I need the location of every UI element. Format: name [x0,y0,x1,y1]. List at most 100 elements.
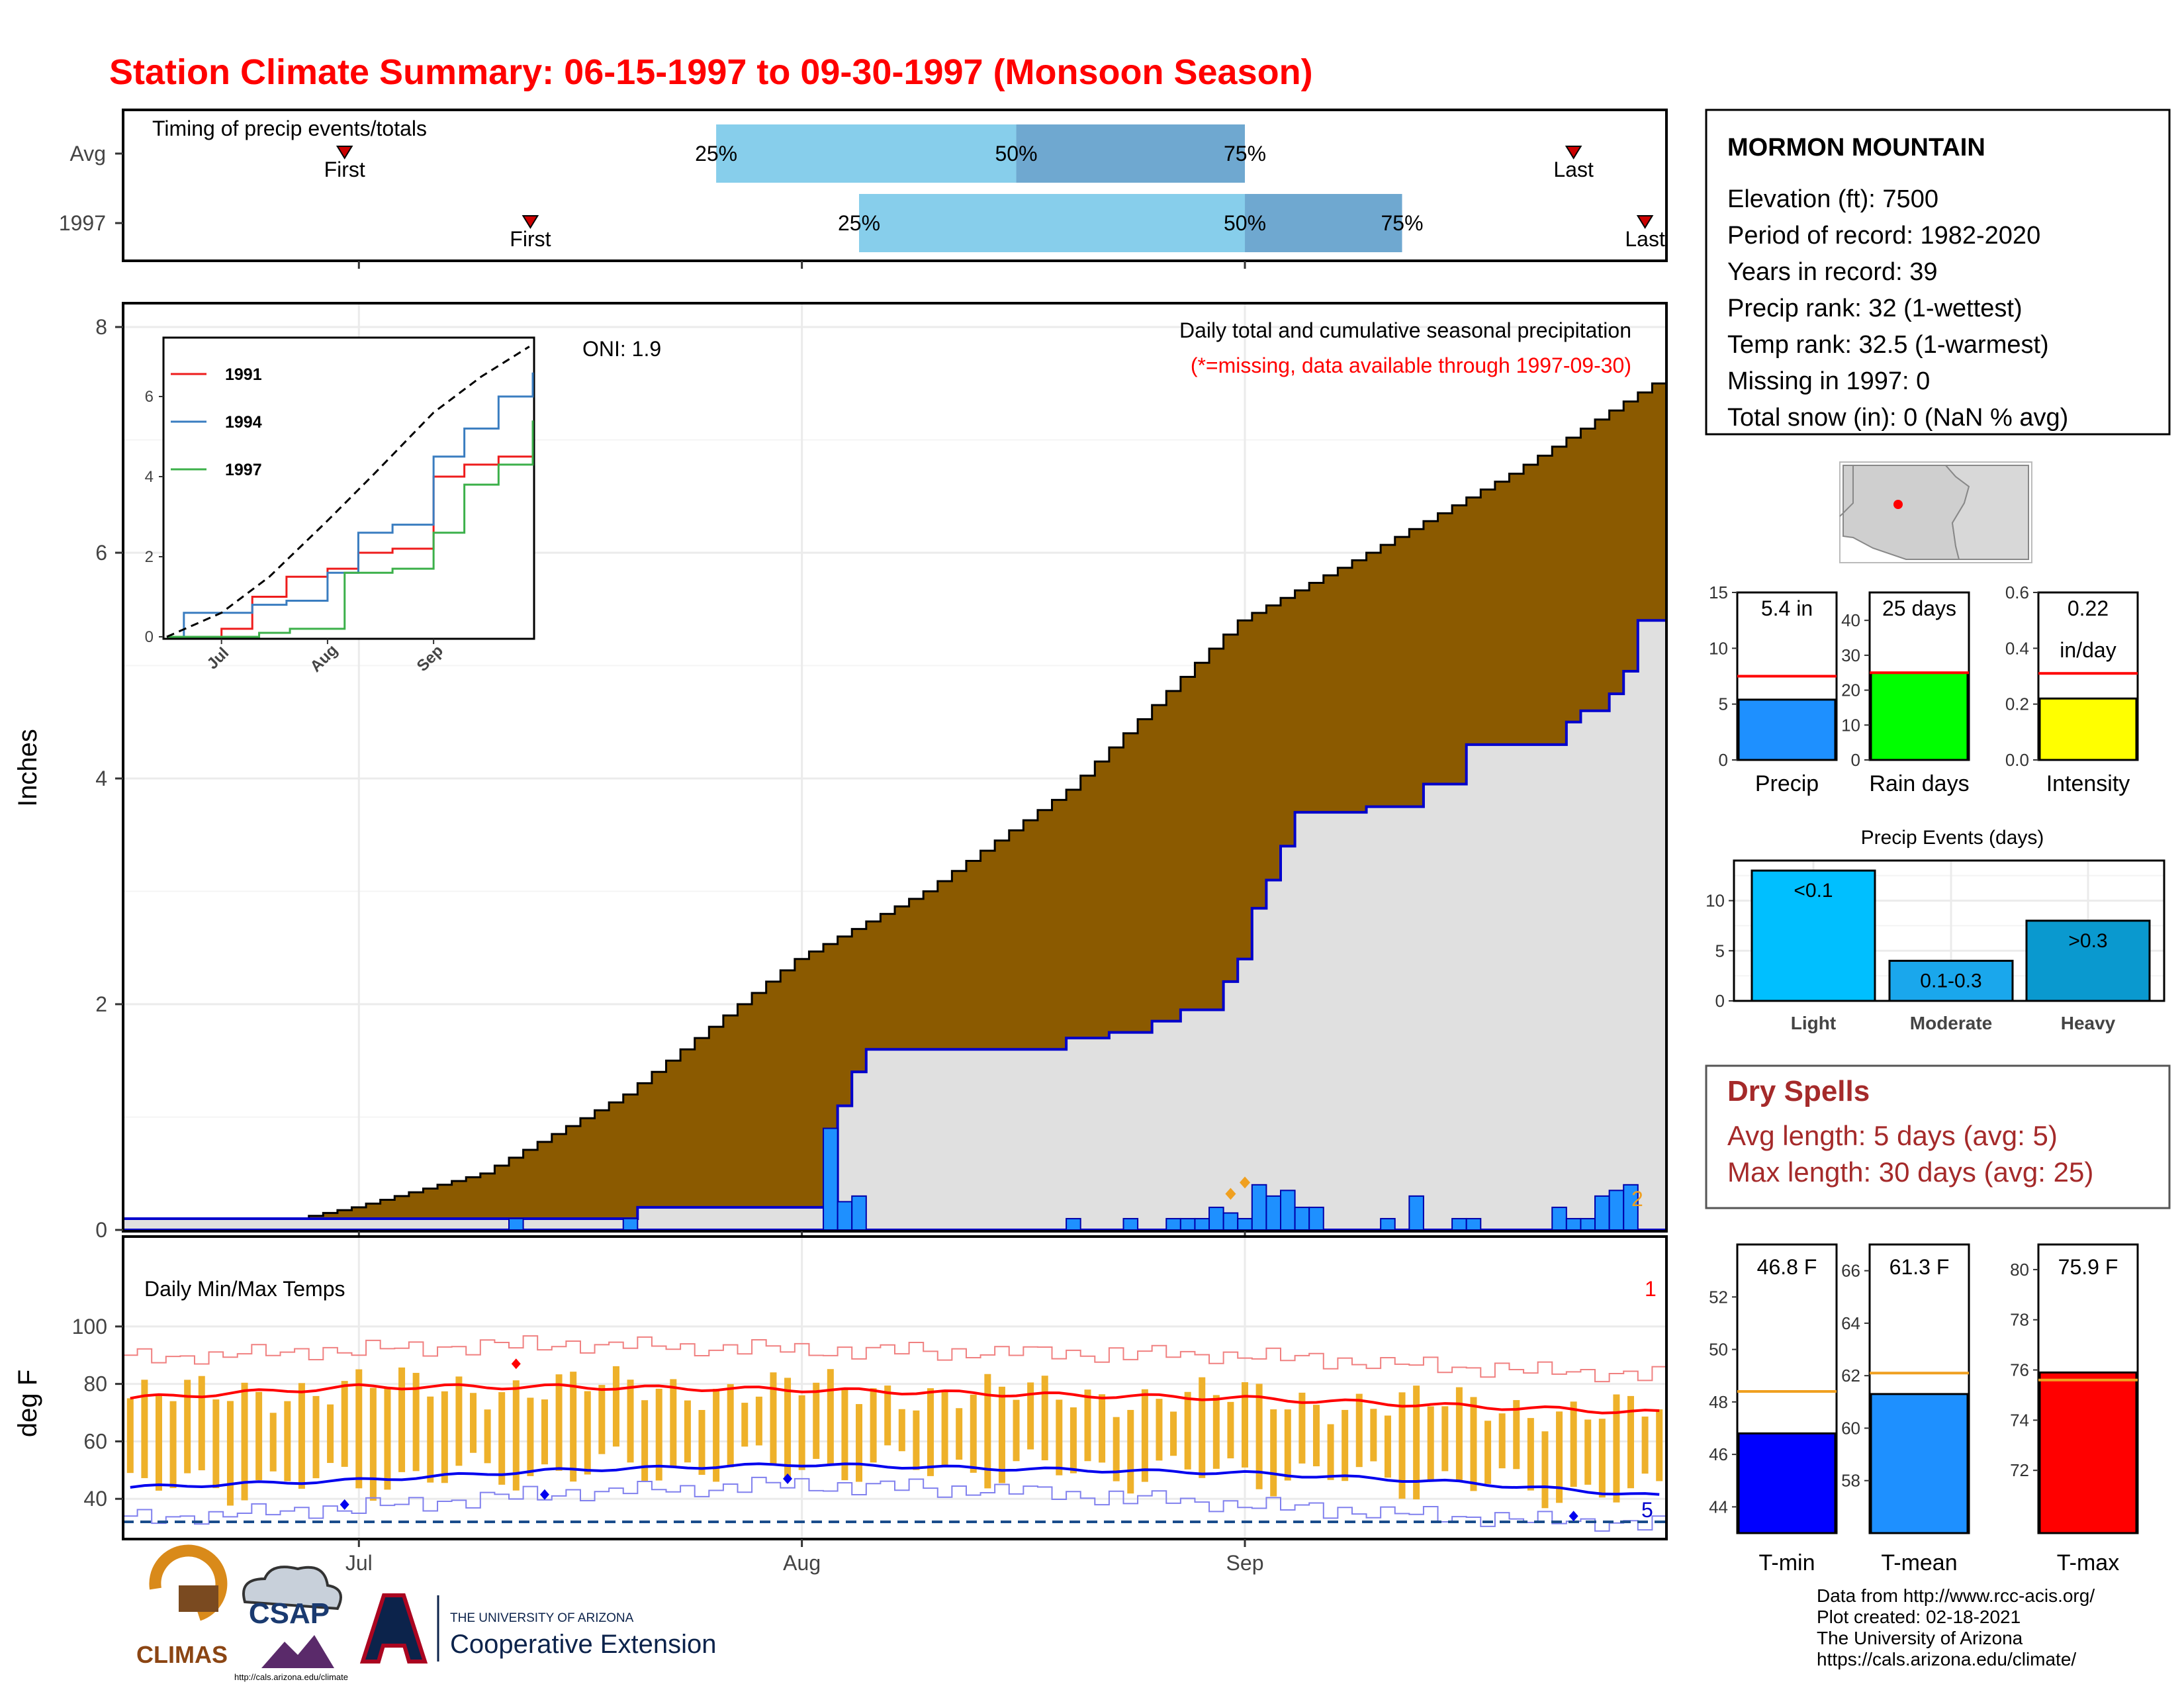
daily-precip-bar [1594,1195,1610,1231]
precip-panel: 0 2 4 6 8 Inches ONI: 1.9 Daily total and cu… [13,302,1668,1242]
daily-temp-range-bar [355,1369,363,1489]
daily-temp-range-bar [1470,1397,1477,1491]
university-a-icon [359,1593,428,1664]
daily-temp-range-bar [226,1401,234,1506]
temp-summary-value-text: 46.8 F [1757,1255,1817,1279]
timing-pct-label: 25% [695,142,737,165]
events-bar-tag: >0.3 [2068,930,2107,952]
climas-logo-text: CLIMAS [136,1641,228,1668]
daily-temp-range-bar [398,1367,406,1472]
footer-line-3: The University of Arizona [1817,1628,2023,1648]
daily-temp-range-bar [341,1381,348,1467]
daily-temp-range-bar [784,1378,792,1477]
temp-record-marker [511,1358,521,1370]
temp-max-label: 1 [1645,1277,1657,1301]
precip-y-tick-label: 8 [95,315,107,339]
precip-y-tick-label: 2 [95,992,107,1016]
precip-diamond-marker [1240,1176,1251,1189]
daily-precip-bar [1580,1217,1596,1231]
daily-temp-range-bar [427,1396,434,1483]
temp-x-tick-label: Sep [1226,1551,1264,1575]
summary-y-tick-label: 10 [1841,715,1860,735]
daily-temp-range-bar [998,1386,1005,1483]
temp-panel-background [123,1237,1666,1539]
timing-bar-50-75 [1245,194,1402,252]
daily-temp-range-bar [1584,1419,1592,1485]
daily-precip-bar [1308,1206,1324,1231]
temp-summary-value-text: 75.9 F [2058,1255,2118,1279]
daily-precip-bars [508,1127,1639,1231]
temp-summary-bars: 46.8 F T-min 44 46 48 50 52 61.3 F T-mean 58 60 62 6… [1709,1243,2139,1575]
timing-pct-label: 75% [1381,211,1424,235]
temp-summary-y-tick-label: 66 [1841,1261,1860,1281]
daily-temp-range-bar [255,1391,263,1481]
temp-y-tick-label: 40 [83,1487,107,1511]
daily-temp-range-bar [1527,1418,1534,1491]
daily-precip-bar [1179,1217,1196,1231]
precip-y-tick-label: 0 [95,1218,107,1242]
timing-pct-label: 25% [838,211,880,235]
temp-summary-y-tick-label: 64 [1841,1313,1860,1333]
daily-temp-range-bar [870,1388,877,1463]
summary-y-tick-label: 0.0 [2005,750,2029,770]
temp-summary-y-tick-label: 76 [2010,1360,2029,1380]
precip-markers [1225,1176,1251,1200]
csap-logo: CSAP http://cals.arizona.edu/climate [234,1566,348,1682]
temp-summary-y-tick-label: 60 [1841,1418,1860,1438]
precip-events-chart: Precip Events (days) 0 5 10 <0.1 Light 0.1-0.3… [1706,827,2165,1033]
dry-spells-max: Max length: 30 days (avg: 25) [1727,1156,2093,1188]
inset-frame [162,336,535,640]
nevada-border [1839,465,1854,517]
daily-precip-bar [622,1217,639,1231]
temp-summary-y-tick-label: 46 [1709,1444,1728,1464]
csap-cloud-icon [242,1566,342,1611]
temp-summary-y-tick-label: 62 [1841,1366,1860,1385]
daily-temp-range-bar [1384,1415,1391,1478]
daily-temp-range-bar [269,1413,277,1472]
temp-summary-value-text: 61.3 F [1889,1255,1950,1279]
station-detail-line: Elevation (ft): 7500 [1727,185,1938,213]
summary-bar-label: Intensity [2046,771,2130,796]
daily-temp-range-bar [1027,1382,1034,1450]
temp-summary-y-tick-label: 58 [1841,1471,1860,1491]
daily-temp-range-bar [212,1399,220,1489]
daily-temp-range-bar [684,1400,691,1463]
daily-temp-range-bar [1370,1409,1377,1462]
dry-spells-avg: Avg length: 5 days (avg: 5) [1727,1120,2058,1151]
station-info-box: MORMON MOUNTAIN Elevation (ft): 7500 Peri… [1705,109,2171,436]
summary-value-text: 5.4 in [1761,596,1813,620]
inset-avg-line [166,346,530,638]
daily-temp-range-bar [1141,1389,1148,1482]
events-frame [1733,859,2165,1002]
daily-precip-bar [1608,1190,1625,1231]
inset-legend-label: 1991 [225,365,262,384]
timing-pct-label: 75% [1224,142,1266,165]
summary-value-bar [1870,671,1969,761]
daily-temp-range-bar [670,1379,677,1466]
daily-temp-range-bar [727,1383,734,1468]
daily-precip-bar [508,1217,524,1231]
daily-precip-bar [1408,1195,1424,1231]
daily-temp-range-bar [1184,1391,1191,1470]
station-location-marker [1893,500,1903,509]
avg-max-line [130,1383,1660,1415]
daily-temp-range-bar [198,1376,205,1471]
locator-map [1839,461,2032,563]
daily-temp-range-bar [913,1410,920,1470]
daily-temp-range-bar [570,1372,577,1482]
summary-bar-label: Rain days [1869,771,1969,796]
daily-temp-range-bar [312,1395,320,1479]
daily-precip-bar [1565,1217,1582,1231]
daily-temp-range-bar [584,1391,591,1475]
summary-y-tick-label: 0.4 [2005,638,2029,658]
daily-temp-range-bar [641,1400,649,1481]
daily-temp-range-bar [169,1401,177,1489]
station-detail-line: Precip rank: 32 (1-wettest) [1727,295,2023,322]
daily-temp-range-bar [770,1372,777,1464]
daily-temp-range-bar [856,1404,863,1482]
daily-temp-range-bar [1199,1377,1206,1478]
season-summary-bars: 5.4 in Precip 0 5 10 15 25 days Rain days 0 10 20 3… [1709,583,2139,796]
precip-y-tick-label: 6 [95,541,107,565]
inset-legend-label: 1997 [225,461,262,479]
timing-bars: 25% 50% 75% First Last 25% 50% 75% First Last [324,124,1665,252]
